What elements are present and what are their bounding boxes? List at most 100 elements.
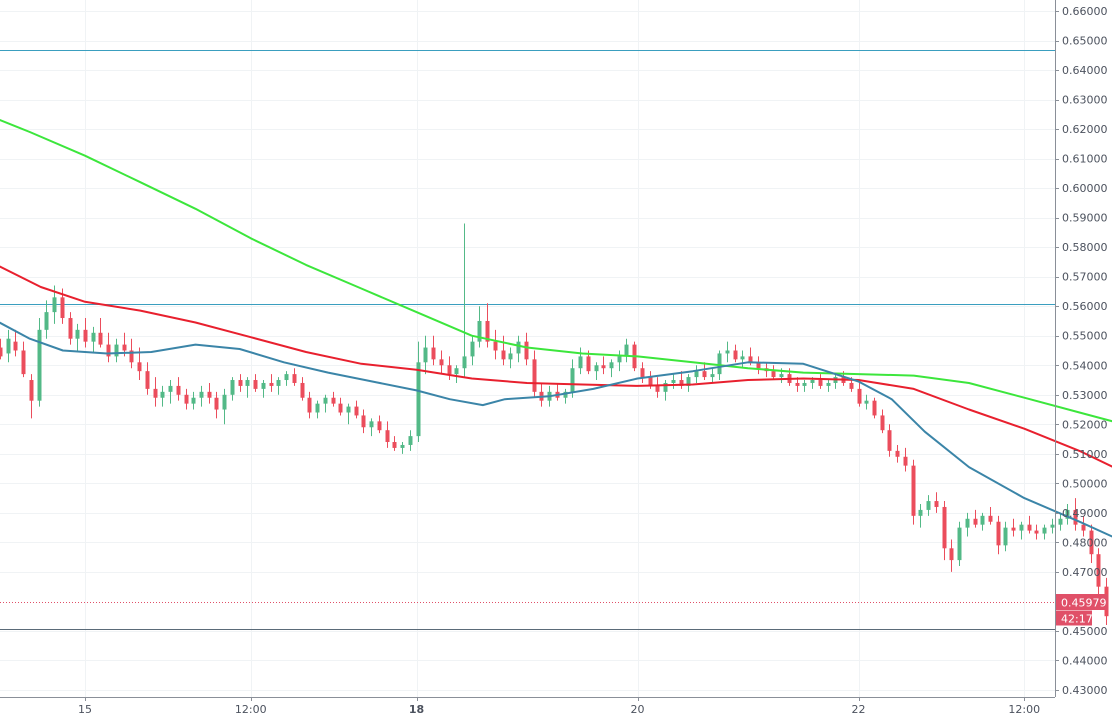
candle <box>98 318 103 348</box>
candle <box>493 329 498 360</box>
candle <box>942 501 947 561</box>
candle-body <box>779 374 784 378</box>
price-tick-label: 0.44000 <box>1062 654 1108 667</box>
candle <box>1011 518 1016 537</box>
candle-body <box>416 362 421 437</box>
candle-body <box>44 312 49 330</box>
candle <box>563 388 568 404</box>
candle-body <box>91 332 96 342</box>
candle <box>176 377 181 401</box>
candle <box>570 359 575 398</box>
candle <box>168 380 173 404</box>
price-tick-label: 0.47000 <box>1062 566 1108 579</box>
candle <box>354 400 359 419</box>
candle-body <box>137 362 142 372</box>
candle-body <box>911 465 916 516</box>
candle-body <box>400 444 405 448</box>
candle <box>702 362 707 381</box>
candle-body <box>230 380 235 395</box>
axes[interactable] <box>0 0 1056 698</box>
candle <box>679 371 684 389</box>
candle-body <box>756 362 761 369</box>
candle <box>578 347 583 375</box>
candle <box>934 492 939 513</box>
candle <box>973 509 978 528</box>
candle-body <box>6 338 11 354</box>
candle <box>887 424 892 457</box>
candle <box>207 382 212 404</box>
candle-body <box>880 415 885 431</box>
candle <box>245 377 250 398</box>
candle-body <box>1073 509 1078 525</box>
candle-body <box>1089 530 1094 555</box>
time-tick-label: 12:00 <box>1008 703 1040 716</box>
candlestick-series <box>0 223 1109 626</box>
candle <box>153 377 158 407</box>
candle <box>385 421 390 448</box>
candle-body <box>284 374 289 381</box>
candle <box>624 338 629 363</box>
candle <box>710 368 715 383</box>
candle-body <box>810 380 815 383</box>
candle <box>895 444 900 463</box>
price-tick-label: 0.50000 <box>1062 477 1108 490</box>
candle <box>996 515 1001 555</box>
candle <box>601 356 606 375</box>
price-tick-label: 0.63000 <box>1062 94 1108 107</box>
candle-body <box>594 365 599 372</box>
candle <box>160 385 165 407</box>
candle-body <box>578 356 583 369</box>
candle <box>880 409 885 434</box>
candle <box>13 329 18 357</box>
candle-body <box>106 344 111 357</box>
candle-body <box>331 397 336 404</box>
candle <box>1019 521 1024 540</box>
candle-body <box>903 456 908 466</box>
candle <box>114 338 119 363</box>
price-tick-label: 0.53000 <box>1062 389 1108 402</box>
candle <box>91 326 96 354</box>
candle <box>508 347 513 369</box>
candle-body <box>238 380 243 386</box>
candle-body <box>717 353 722 375</box>
candle-body <box>1096 554 1101 587</box>
candle <box>1050 518 1055 534</box>
candle <box>1096 548 1101 596</box>
candle <box>307 391 312 419</box>
horizontal-level-lines[interactable] <box>0 50 1055 630</box>
candle-body <box>617 356 622 363</box>
candle-body <box>733 350 738 360</box>
candle-body <box>988 515 993 522</box>
candle <box>1003 521 1008 552</box>
candle-body <box>1042 527 1047 534</box>
candle-body <box>377 421 382 431</box>
price-tick-label: 0.66000 <box>1062 5 1108 18</box>
candle <box>346 403 351 425</box>
candle-body <box>207 391 212 398</box>
candle <box>191 391 196 410</box>
candle-body <box>454 368 459 375</box>
candle-body <box>276 380 281 386</box>
candle-body <box>323 397 328 404</box>
candle-body <box>601 365 606 369</box>
candle-body <box>153 388 158 398</box>
candle <box>911 459 916 525</box>
price-axis-labels[interactable]: 0.66000 0.65000 0.64000 0.63000 0.62000 0.610… <box>1055 5 1108 697</box>
candle-body <box>973 518 978 525</box>
candle <box>454 365 459 383</box>
candle-body <box>996 521 1001 546</box>
candle <box>1073 498 1078 531</box>
candle-body <box>679 380 684 386</box>
candle-body <box>1027 524 1032 531</box>
candle <box>1081 515 1086 537</box>
candle-body <box>37 329 42 401</box>
candle <box>756 356 761 375</box>
candle <box>725 341 730 363</box>
time-tick-label: 18 <box>409 703 424 716</box>
candle-body <box>849 382 854 389</box>
candle-body <box>563 391 568 398</box>
candle <box>733 344 738 363</box>
